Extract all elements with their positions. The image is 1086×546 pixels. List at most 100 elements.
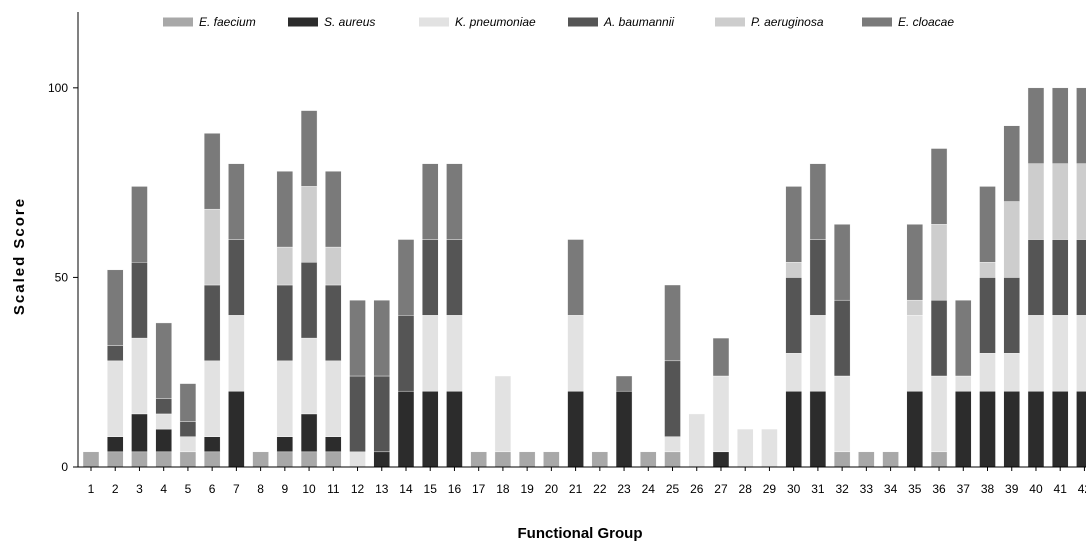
bar-segment	[1051, 87, 1069, 164]
bar-segment	[712, 337, 730, 377]
x-tick-label: 16	[448, 482, 462, 496]
x-tick-label: 21	[569, 482, 583, 496]
bar-segment	[979, 186, 996, 263]
x-tick-label: 19	[520, 482, 534, 496]
x-tick-label: 18	[496, 482, 510, 496]
x-tick-label: 42	[1078, 482, 1086, 496]
bar-segment	[1003, 390, 1020, 468]
bar-segment	[979, 262, 996, 278]
y-tick-label: 50	[55, 270, 69, 284]
bars	[82, 87, 1086, 468]
legend: E. faecium S. aureus K. pneumoniae A. bauma…	[163, 15, 954, 29]
bar-segment	[203, 133, 221, 210]
bar-segment	[761, 428, 778, 468]
bar-segment	[1027, 315, 1045, 392]
x-tick-label: 32	[835, 482, 849, 496]
bar-segment	[325, 171, 342, 248]
x-tick-label: 33	[860, 482, 874, 496]
bar-segment	[373, 375, 390, 453]
bar-segment	[615, 390, 633, 468]
bar-segment	[979, 277, 996, 354]
x-ticks: 1 2 3 4 5 6 7 8 9 10 11 12 13 14 15 16 17 18 19 20 21 22 23 24 2…	[88, 467, 1086, 496]
x-tick-label: 1	[88, 482, 95, 496]
x-tick-label: 5	[185, 482, 192, 496]
bar-segment	[179, 421, 197, 437]
bar-segment	[422, 390, 439, 468]
bar-segment	[906, 224, 924, 301]
y-ticks: 0 50 100	[48, 81, 78, 474]
x-tick-label: 13	[375, 482, 389, 496]
bar-segment	[809, 163, 827, 240]
bar-segment	[179, 451, 197, 468]
bar-segment	[1076, 239, 1086, 316]
bar-segment	[930, 148, 948, 225]
x-tick-label: 23	[617, 482, 631, 496]
bar-segment	[107, 360, 124, 437]
legend-swatch	[568, 17, 598, 27]
legend-swatch	[419, 17, 449, 27]
bar-segment	[446, 163, 463, 240]
bar-segment	[276, 360, 294, 437]
bar-segment	[906, 299, 924, 316]
bar-segment	[833, 224, 851, 301]
bar-segment	[1076, 87, 1086, 164]
bar-segment	[809, 239, 827, 316]
bar-segment	[591, 451, 609, 468]
bar-segment	[131, 186, 148, 263]
bar-segment	[543, 451, 560, 468]
y-tick-label: 100	[48, 81, 68, 95]
bar-segment	[446, 315, 463, 392]
bar-segment	[567, 315, 584, 392]
bar-segment	[325, 360, 342, 437]
bar-segment	[300, 451, 318, 468]
x-tick-label: 39	[1005, 482, 1019, 496]
bar-segment	[955, 375, 972, 392]
bar-segment	[325, 436, 342, 453]
bar-segment	[1003, 201, 1020, 278]
x-tick-label: 22	[593, 482, 607, 496]
bar-segment	[882, 451, 899, 468]
bar-segment	[349, 299, 366, 377]
bar-segment	[300, 337, 318, 415]
bar-segment	[155, 413, 172, 430]
bar-segment	[325, 284, 342, 362]
bar-segment	[228, 239, 245, 316]
bar-segment	[833, 375, 851, 453]
bar-segment	[276, 451, 294, 468]
bar-segment	[179, 383, 197, 422]
bar-segment	[131, 337, 148, 415]
x-tick-label: 30	[787, 482, 801, 496]
x-axis-title: Functional Group	[518, 525, 643, 542]
bar-segment	[785, 353, 802, 392]
bar-segment	[228, 390, 245, 468]
bar-segment	[82, 451, 100, 468]
bar-segment	[155, 451, 172, 468]
bar-segment	[930, 375, 948, 453]
x-tick-label: 11	[327, 482, 340, 496]
bar-segment	[955, 299, 972, 377]
bar-segment	[179, 436, 197, 453]
bar-segment	[664, 360, 681, 437]
legend-swatch	[715, 17, 745, 27]
bar-segment	[1027, 239, 1045, 316]
bar-segment	[422, 163, 439, 240]
bar-segment	[203, 451, 221, 468]
x-tick-label: 4	[160, 482, 167, 496]
bar-segment	[107, 436, 124, 453]
bar-segment	[979, 390, 996, 468]
legend-swatch	[163, 17, 193, 27]
bar-segment	[1076, 163, 1086, 240]
bar-segment	[252, 451, 269, 468]
bar-segment	[131, 262, 148, 339]
bar-segment	[567, 239, 584, 316]
x-tick-label: 20	[545, 482, 559, 496]
x-tick-label: 10	[302, 482, 316, 496]
y-axis-title: Scaled Score	[11, 197, 28, 315]
bar-segment	[640, 451, 657, 468]
bar-segment	[615, 375, 633, 392]
x-tick-label: 15	[424, 482, 438, 496]
bar-segment	[228, 163, 245, 240]
legend-label: P. aeruginosa	[751, 15, 824, 29]
bar-segment	[397, 239, 415, 316]
